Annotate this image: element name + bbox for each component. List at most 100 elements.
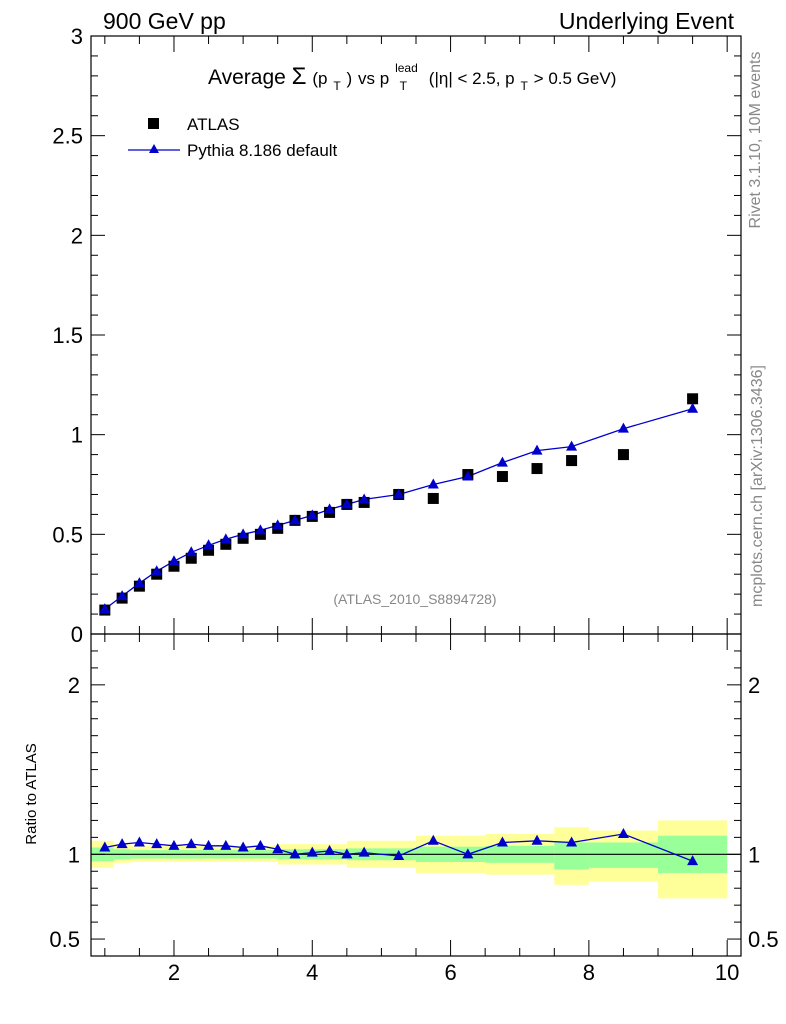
ratio-y-axis-label: Ratio to ATLAS bbox=[23, 743, 40, 844]
data-point bbox=[427, 492, 439, 504]
data-point bbox=[617, 449, 629, 461]
mc-point bbox=[99, 603, 111, 614]
ratio-mc-point bbox=[133, 836, 145, 847]
ratio-mc-point bbox=[116, 838, 128, 849]
ratio-y-tick-label-right: 1 bbox=[748, 842, 760, 867]
title-sigma: Σ bbox=[292, 63, 307, 90]
data-point bbox=[203, 544, 215, 556]
mc-point bbox=[324, 503, 336, 514]
ratio-mc-point bbox=[566, 836, 578, 847]
x-tick-label: 2 bbox=[168, 960, 180, 985]
mc-point bbox=[185, 546, 197, 557]
title-sub-t: T bbox=[333, 79, 341, 93]
ratio-mc-point bbox=[358, 846, 370, 857]
title-prefix: Average bbox=[208, 66, 292, 89]
data-point bbox=[531, 463, 543, 475]
header-right: Underlying Event bbox=[559, 8, 735, 34]
ratio-mc-point bbox=[341, 848, 353, 859]
mc-point bbox=[427, 478, 439, 489]
y-tick-label: 1 bbox=[71, 423, 83, 448]
mc-point bbox=[687, 402, 699, 413]
ratio-mc-point bbox=[272, 843, 284, 854]
y-tick-label: 2.5 bbox=[52, 124, 83, 149]
title-sub-t2: T bbox=[400, 79, 408, 93]
legend: ATLAS Pythia 8.186 default bbox=[128, 115, 338, 160]
x-tick-label: 8 bbox=[583, 960, 595, 985]
ratio-frame bbox=[90, 633, 742, 957]
ratio-y-tick-label-left: 2 bbox=[68, 673, 80, 698]
ratio-mc-point bbox=[185, 838, 197, 849]
ratio-mc-point bbox=[289, 848, 301, 859]
ratio-mc-point bbox=[462, 848, 474, 859]
mc-point bbox=[531, 444, 543, 455]
mc-point bbox=[393, 488, 405, 499]
mc-point bbox=[133, 577, 145, 588]
y-tick-label: 3 bbox=[71, 24, 83, 49]
ratio-mc-point bbox=[168, 839, 180, 850]
ratio-y-tick-label-left: 1 bbox=[68, 842, 80, 867]
mcplots-label: mcplots.cern.ch [arXiv:1306.3436] bbox=[749, 365, 766, 607]
ratio-mc-point bbox=[237, 841, 249, 852]
mc-point bbox=[168, 555, 180, 566]
mc-point bbox=[289, 514, 301, 525]
mc-point bbox=[116, 590, 128, 601]
uncertainty-band-inner bbox=[554, 842, 589, 870]
analysis-watermark: (ATLAS_2010_S8894728) bbox=[333, 591, 496, 607]
mc-point bbox=[220, 533, 232, 544]
x-tick-label: 10 bbox=[715, 960, 739, 985]
rivet-version-label: Rivet 3.1.10, 10M events bbox=[747, 52, 764, 229]
data-point bbox=[566, 455, 578, 467]
legend-pythia-label: Pythia 8.186 default bbox=[187, 141, 338, 160]
data-point bbox=[496, 471, 508, 483]
title-cut-close: > 0.5 GeV) bbox=[534, 69, 617, 88]
legend-atlas-marker bbox=[148, 118, 159, 129]
ratio-mc-point bbox=[254, 839, 266, 850]
mc-point bbox=[272, 519, 284, 530]
ratio-mc-point bbox=[427, 834, 439, 845]
header-left: 900 GeV pp bbox=[103, 8, 226, 34]
ratio-mc-point bbox=[324, 844, 336, 855]
mc-point bbox=[358, 493, 370, 504]
y-tick-label: 1.5 bbox=[52, 323, 83, 348]
ratio-mc-point bbox=[393, 850, 405, 861]
main-panel: 0 0.5 1 1.5 2 2.5 3 bbox=[52, 24, 742, 647]
ratio-mc-point bbox=[203, 839, 215, 850]
uncertainty-band-inner bbox=[588, 842, 659, 868]
title-sub-t3: T bbox=[520, 79, 528, 93]
mc-point bbox=[254, 524, 266, 535]
mc-point bbox=[237, 528, 249, 539]
y-tick-label: 0.5 bbox=[52, 522, 83, 547]
x-tick-label: 6 bbox=[444, 960, 456, 985]
ratio-mc-point bbox=[99, 841, 111, 852]
mc-point bbox=[306, 509, 318, 520]
ratio-panel: 0.5 0.5 1 1 2 2 2 4 6 8 10 bbox=[49, 633, 779, 985]
y-tick-label: 2 bbox=[71, 223, 83, 248]
ratio-mc-point bbox=[306, 846, 318, 857]
mc-point bbox=[617, 422, 629, 433]
mc-point bbox=[496, 456, 508, 467]
data-point bbox=[168, 560, 180, 572]
mc-point bbox=[151, 565, 163, 576]
data-point bbox=[185, 552, 197, 564]
mc-point bbox=[203, 539, 215, 550]
ratio-mc-point bbox=[220, 839, 232, 850]
ratio-mc-point bbox=[531, 834, 543, 845]
mc-point bbox=[462, 470, 474, 481]
mc-point bbox=[341, 498, 353, 509]
title-cut-open: (|η| < 2.5, p bbox=[429, 69, 515, 88]
ratio-y-tick-label-right: 0.5 bbox=[748, 927, 779, 952]
title-sup-lead: lead bbox=[395, 61, 418, 75]
legend-atlas-label: ATLAS bbox=[187, 115, 240, 134]
ratio-mc-point bbox=[687, 855, 699, 866]
mc-point bbox=[566, 440, 578, 451]
data-point bbox=[220, 538, 232, 550]
ratio-mc-point bbox=[496, 836, 508, 847]
title-vs: vs p bbox=[358, 69, 389, 88]
ratio-mc-point bbox=[617, 827, 629, 838]
ratio-y-tick-label-right: 2 bbox=[748, 673, 760, 698]
ratio-y-tick-label-left: 0.5 bbox=[49, 927, 80, 952]
mc-line bbox=[104, 408, 693, 610]
title-paren-open: (p bbox=[312, 69, 327, 88]
chart-title: Average Σ (p T ) vs p lead T (|η| < 2.5,… bbox=[208, 54, 616, 95]
